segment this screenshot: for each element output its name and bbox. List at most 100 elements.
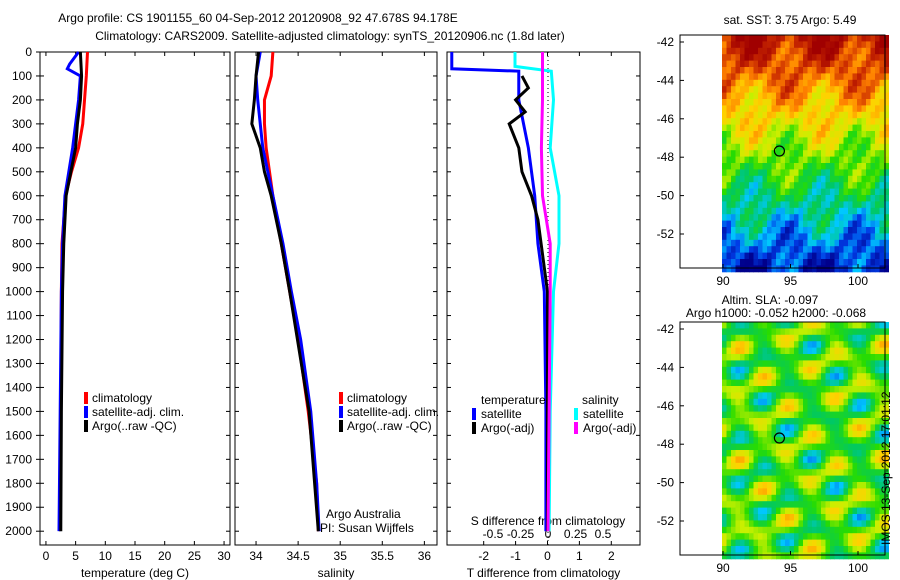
map-cell: [735, 41, 741, 49]
map-cell: [839, 405, 844, 413]
map-cell: [830, 124, 835, 132]
map-cell: [875, 424, 880, 432]
map-cell: [825, 443, 831, 451]
map-cell: [726, 182, 732, 190]
map-cell: [843, 67, 849, 74]
map-cell: [749, 411, 754, 419]
map-cell: [866, 265, 871, 273]
map-cell: [803, 118, 808, 126]
map-cell: [744, 450, 750, 457]
map-cell: [861, 373, 867, 381]
map-cell: [875, 334, 880, 342]
map-cell: [785, 246, 790, 254]
map-cell: [771, 514, 777, 521]
map-cell: [767, 501, 772, 509]
map-cell: [722, 105, 727, 113]
map-cell: [807, 507, 813, 515]
map-cell: [749, 450, 754, 457]
map-cell: [834, 214, 840, 222]
map-cell: [731, 437, 736, 445]
map-cell: [870, 360, 876, 368]
map-cell: [798, 182, 804, 190]
map-cell: [789, 47, 795, 55]
map-cell: [767, 47, 772, 55]
map-cell: [753, 150, 759, 158]
map-cell: [771, 347, 777, 355]
map-cell: [857, 507, 862, 515]
map-cell: [789, 546, 795, 553]
map-cell: [762, 328, 768, 336]
map-cell: [767, 175, 772, 183]
map-cell: [834, 386, 840, 393]
map-cell: [884, 507, 889, 515]
map-cell: [798, 111, 804, 119]
map-cell: [861, 35, 867, 42]
map-cell: [821, 494, 826, 502]
map-cell: [767, 437, 772, 445]
map-cell: [776, 418, 781, 425]
map-cell: [803, 47, 808, 55]
map-cell: [785, 86, 790, 94]
map-cell: [839, 392, 844, 400]
map-cell: [798, 366, 804, 374]
map-cell: [884, 201, 889, 209]
map-x-tick-label: 90: [716, 274, 730, 288]
map-cell: [857, 188, 862, 196]
map-cell: [843, 347, 849, 355]
map-cell: [731, 360, 736, 368]
map-cell: [758, 111, 763, 119]
map-cell: [744, 86, 750, 94]
map-cell: [843, 411, 849, 419]
map-cell: [776, 201, 781, 209]
map-cell: [771, 188, 777, 196]
map-cell: [857, 246, 862, 254]
map-cell: [870, 482, 876, 489]
map-cell: [803, 405, 808, 413]
map-cell: [762, 347, 768, 355]
map-cell: [767, 73, 772, 81]
map-cell: [780, 373, 786, 381]
map-cell: [731, 411, 736, 419]
map-cell: [861, 233, 867, 241]
map-cell: [834, 488, 840, 496]
y-tick-label: 900: [12, 261, 32, 275]
map-cell: [789, 488, 795, 496]
map-cell: [834, 47, 840, 55]
map-cell: [803, 418, 808, 425]
map-cell: [861, 379, 867, 387]
map-cell: [758, 462, 763, 470]
map-cell: [848, 443, 853, 451]
map-cell: [740, 111, 745, 119]
map-cell: [875, 92, 880, 100]
map-cell: [735, 328, 741, 336]
map-cell: [726, 392, 732, 400]
map-cell: [866, 169, 871, 177]
map-cell: [798, 386, 804, 393]
map-cell: [830, 79, 835, 87]
map-cell: [731, 392, 736, 400]
map-cell: [785, 469, 790, 477]
map-cell: [848, 143, 853, 151]
map-cell: [776, 214, 781, 222]
map-cell: [753, 79, 759, 87]
map-cell: [807, 92, 813, 100]
map-cell: [789, 227, 795, 234]
map-cell: [816, 195, 822, 202]
map-cell: [816, 520, 822, 528]
map-cell: [740, 239, 745, 247]
map-cell: [839, 462, 844, 470]
map-cell: [785, 99, 790, 106]
map-cell: [726, 418, 732, 425]
map-cell: [834, 398, 840, 406]
map-cell: [785, 507, 790, 515]
map-cell: [848, 86, 853, 94]
map-cell: [861, 424, 867, 432]
map-cell: [762, 67, 768, 74]
map-cell: [884, 131, 889, 138]
map-cell: [785, 366, 790, 374]
map-cell: [852, 386, 858, 393]
map-cell: [780, 552, 786, 560]
map-cell: [744, 379, 750, 387]
map-cell: [866, 156, 871, 164]
map-cell: [866, 430, 871, 438]
